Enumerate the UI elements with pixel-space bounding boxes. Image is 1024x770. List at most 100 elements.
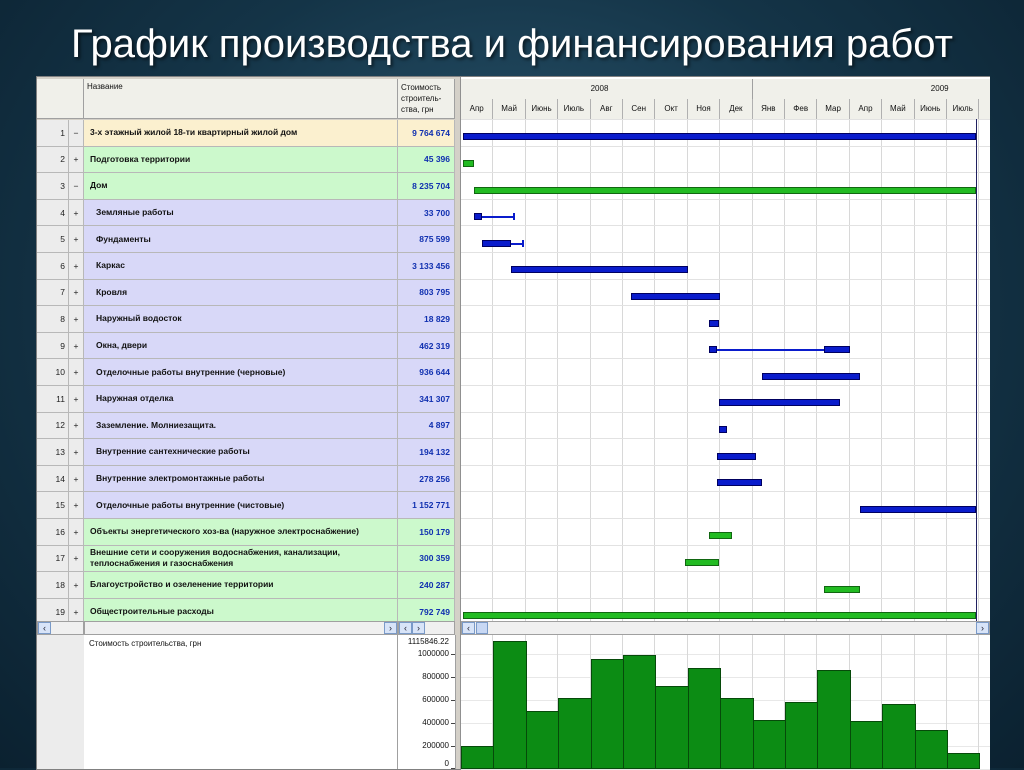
- cost-scrollbar[interactable]: ‹ ›: [398, 621, 455, 635]
- summary-bar[interactable]: [473, 186, 977, 194]
- expand-toggle-icon[interactable]: +: [69, 359, 84, 386]
- project-window: Название Стоимость строитель-ства, грн 1…: [36, 76, 990, 770]
- table-row[interactable]: 16 + Объекты энергетического хоз-ва (наруж…: [37, 519, 455, 546]
- table-row[interactable]: 2 + Подготовка территории 45 396: [37, 146, 455, 174]
- table-row[interactable]: 17 + Внешние сети и сооружения водоснабжен…: [37, 545, 455, 573]
- cost-column-header[interactable]: Стоимость строитель-ства, грн: [398, 79, 455, 119]
- table-row[interactable]: 3− Дом 8 235 704: [37, 173, 455, 200]
- expand-toggle-icon[interactable]: +: [69, 146, 84, 174]
- table-row[interactable]: 4 + Земляные работы 33 700: [37, 199, 455, 227]
- task-bar[interactable]: [708, 319, 719, 327]
- summary-bar[interactable]: [684, 558, 719, 566]
- timeline-years: 2008 2009: [461, 79, 990, 100]
- task-bar[interactable]: [718, 399, 841, 407]
- grid-line: [461, 571, 990, 573]
- grid-line: [461, 464, 990, 466]
- table-row[interactable]: 9 + Окна, двери 462 319: [37, 332, 455, 360]
- grid-line: [461, 278, 990, 280]
- grid-line: [461, 518, 990, 519]
- scroll-right-icon[interactable]: ›: [384, 622, 397, 634]
- task-bar[interactable]: [823, 346, 850, 354]
- grid-line: [461, 597, 990, 599]
- expand-toggle-icon[interactable]: +: [69, 226, 84, 253]
- table-row[interactable]: 15 + Отделочные работы внутренние (чистовы…: [37, 492, 455, 519]
- grid-line: [461, 145, 990, 147]
- task-bar[interactable]: [511, 266, 688, 274]
- cost-panel-gutter: [37, 635, 85, 769]
- row-number: 12: [37, 412, 69, 440]
- expand-toggle-icon[interactable]: −: [69, 173, 84, 200]
- cost-bar: [720, 697, 754, 769]
- scroll-left-icon[interactable]: ‹: [38, 622, 51, 634]
- summary-bar[interactable]: [462, 159, 474, 167]
- expand-toggle-icon[interactable]: +: [69, 332, 84, 360]
- summary-bar[interactable]: [708, 532, 732, 540]
- scroll-thumb[interactable]: [476, 622, 488, 634]
- row-number: 13: [37, 439, 69, 466]
- table-row[interactable]: 6 + Каркас 3 133 456: [37, 253, 455, 280]
- task-bar[interactable]: [482, 239, 512, 247]
- expand-toggle-icon[interactable]: +: [69, 386, 84, 413]
- table-row[interactable]: 7 + Кровля 803 795: [37, 279, 455, 307]
- expand-toggle-icon[interactable]: −: [69, 120, 84, 147]
- table-row[interactable]: 12 + Заземление. Молниезащита. 4 897: [37, 412, 455, 440]
- table-row[interactable]: 11 + Наружная отделка 341 307: [37, 386, 455, 413]
- chart-grid-line: [461, 677, 990, 679]
- expand-toggle-icon[interactable]: +: [69, 439, 84, 466]
- expand-toggle-icon[interactable]: +: [69, 279, 84, 307]
- expand-toggle-icon[interactable]: +: [69, 465, 84, 493]
- table-row[interactable]: 13 + Внутренние сантехнические работы 194 1…: [37, 439, 455, 466]
- task-bar[interactable]: [631, 292, 721, 300]
- expand-toggle-icon[interactable]: +: [69, 519, 84, 546]
- cost-bar: [525, 710, 560, 769]
- task-bar[interactable]: [859, 505, 977, 513]
- name-column-header[interactable]: Название: [84, 79, 398, 119]
- y-tick-label: 200000: [422, 741, 449, 751]
- task-bar[interactable]: [716, 452, 756, 460]
- expand-toggle-icon[interactable]: +: [69, 545, 84, 573]
- timeline-scrollbar[interactable]: ‹ ›: [461, 621, 990, 635]
- expand-toggle-icon[interactable]: +: [69, 199, 84, 227]
- task-bar[interactable]: [716, 479, 763, 487]
- month-label: Июнь: [526, 99, 559, 119]
- expand-toggle-icon[interactable]: +: [69, 253, 84, 280]
- table-row[interactable]: 18 + Благоустройство и озеленение территор…: [37, 572, 455, 599]
- y-tick-mark: [451, 768, 455, 769]
- row-number: 3: [37, 173, 69, 200]
- expand-toggle-icon[interactable]: +: [69, 572, 84, 599]
- task-cost: 9 764 674: [398, 120, 455, 147]
- row-number: 10: [37, 359, 69, 386]
- scroll-left-icon[interactable]: ‹: [399, 622, 412, 634]
- task-bar[interactable]: [473, 213, 483, 221]
- chart-grid-line: [978, 635, 980, 769]
- row-number-header[interactable]: [37, 79, 84, 119]
- task-name: Земляные работы: [84, 199, 398, 227]
- expand-toggle-icon[interactable]: +: [69, 412, 84, 440]
- table-row[interactable]: 14 + Внутренние электромонтажные работы 278…: [37, 465, 455, 493]
- scroll-left-icon[interactable]: ‹: [462, 622, 475, 634]
- number-scrollbar[interactable]: ‹: [37, 621, 84, 635]
- scroll-right-icon[interactable]: ›: [976, 622, 989, 634]
- chart-grid-line: [492, 635, 494, 769]
- task-bar[interactable]: [718, 425, 727, 433]
- expand-toggle-icon[interactable]: +: [69, 306, 84, 333]
- name-scrollbar[interactable]: ›: [84, 621, 398, 635]
- row-number: 7: [37, 279, 69, 307]
- table-row[interactable]: 5 + Фундаменты 875 599: [37, 226, 455, 253]
- summary-bar[interactable]: [462, 612, 977, 620]
- table-row[interactable]: 19 + Общестроительные расходы 792 749: [37, 598, 455, 626]
- table-row[interactable]: 10 + Отделочные работы внутренние (черновы…: [37, 359, 455, 386]
- cost-bar: [785, 702, 819, 769]
- task-bar[interactable]: [462, 133, 977, 141]
- month-label: Фев: [785, 99, 818, 119]
- task-bar[interactable]: [708, 346, 717, 354]
- task-bar[interactable]: [762, 372, 860, 380]
- task-name: Объекты энергетического хоз-ва (наружное…: [84, 519, 398, 546]
- gantt-chart[interactable]: 2008 2009 Апр Май Июнь Июль Авг Сен Окт Ноя Дек Я…: [460, 77, 990, 635]
- table-row[interactable]: 8 + Наружный водосток 18 829: [37, 306, 455, 333]
- expand-toggle-icon[interactable]: +: [69, 492, 84, 519]
- table-row[interactable]: 1−3-х этажный жилой 18-ти квартирный жил…: [37, 120, 455, 147]
- task-cost: 278 256: [398, 465, 455, 493]
- scroll-right-icon[interactable]: ›: [412, 622, 425, 634]
- summary-bar[interactable]: [823, 585, 860, 593]
